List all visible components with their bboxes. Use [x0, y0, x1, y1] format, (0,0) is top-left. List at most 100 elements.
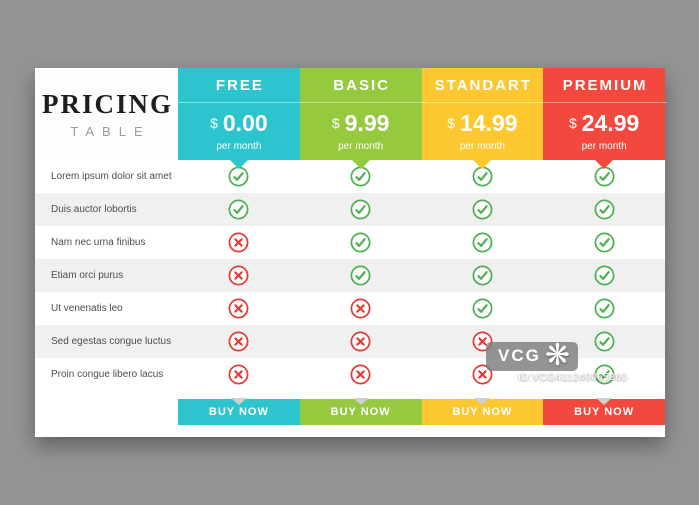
currency-symbol: $ [568, 115, 577, 131]
footer-cell: BUY NOW [421, 391, 544, 437]
availability-cell [422, 259, 544, 292]
footer-cell: BUY NOW [178, 391, 300, 437]
plan-header-standart: STANDART $14.99 per month [421, 68, 546, 169]
check-icon [594, 331, 615, 352]
plan-name: PREMIUM [543, 77, 667, 103]
plan-period: per month [581, 141, 627, 152]
availability-cell [178, 292, 300, 325]
cross-icon [228, 232, 249, 253]
check-icon [472, 232, 493, 253]
footer-arrow-down-icon [230, 398, 247, 405]
check-icon [594, 265, 615, 286]
check-icon [350, 199, 371, 220]
plan-period: per month [216, 141, 262, 152]
table-body: Lorem ipsum dolor sit amet Duis auctor lo… [35, 160, 665, 391]
footer-arrow-down-icon [474, 398, 491, 405]
availability-cell [178, 358, 300, 391]
feature-row: Ut venenatis leo [35, 292, 665, 325]
feature-label: Proin congue libero lacus [51, 369, 164, 380]
availability-cell [300, 325, 422, 358]
header-arrow-down-icon [229, 160, 248, 169]
check-icon [228, 199, 249, 220]
currency-symbol: $ [210, 115, 218, 131]
footer-arrow-down-icon [352, 398, 369, 405]
availability-cell [178, 259, 300, 292]
vcg-logo-text: VCG [498, 346, 541, 365]
check-icon [350, 232, 371, 253]
check-icon [594, 298, 615, 319]
plan-period: per month [459, 141, 505, 152]
check-icon [594, 166, 615, 187]
cross-icon [350, 298, 371, 319]
table-title: PRICING [41, 89, 173, 119]
plan-name: STANDART [421, 77, 546, 103]
header-arrow-down-icon [351, 160, 370, 169]
vcg-star-icon: ❋ [544, 339, 570, 372]
currency-symbol: $ [331, 115, 340, 131]
header-row: PRICING TABLE FREE $0.00 per month BASIC $9.… [35, 68, 667, 169]
plan-price: $9.99 [300, 112, 422, 135]
feature-label: Nam nec urna finibus [51, 237, 146, 248]
currency-symbol: $ [447, 115, 455, 131]
price-amount: 0.00 [222, 110, 268, 136]
price-amount: 14.99 [459, 110, 518, 136]
check-icon [350, 265, 371, 286]
cross-icon [350, 331, 371, 352]
table-subtitle: TABLE [70, 124, 151, 139]
availability-cell [543, 358, 665, 391]
availability-cell [300, 226, 422, 259]
cross-icon [228, 331, 249, 352]
feature-label: Etiam orci purus [51, 270, 124, 281]
cross-icon [350, 364, 371, 385]
price-amount: 9.99 [344, 110, 390, 136]
check-icon [472, 298, 493, 319]
plan-header-free: FREE $0.00 per month [178, 68, 302, 169]
footer-arrow-down-icon [596, 398, 613, 405]
check-icon [228, 166, 249, 187]
footer-cell: BUY NOW [543, 391, 665, 437]
feature-row: Proin congue libero lacus [35, 358, 665, 391]
check-icon [594, 364, 615, 385]
pricing-card: PRICING TABLE FREE $0.00 per month BASIC $9.… [35, 68, 667, 437]
plan-price: $0.00 [178, 112, 300, 135]
header-arrow-down-icon [473, 160, 492, 169]
feature-row: Lorem ipsum dolor sit amet [35, 160, 665, 193]
availability-cell [300, 292, 422, 325]
plan-header-basic: BASIC $9.99 per month [299, 68, 424, 169]
feature-label: Ut venenatis leo [51, 303, 123, 314]
plan-name: FREE [178, 77, 302, 103]
availability-cell [543, 193, 665, 226]
check-icon [472, 199, 493, 220]
check-icon [472, 166, 493, 187]
availability-cell [543, 259, 665, 292]
vcg-logo-box: VCG ❋ [486, 339, 578, 372]
check-icon [594, 199, 615, 220]
feature-label: Sed egestas congue luctus [51, 336, 172, 347]
availability-cell [178, 193, 300, 226]
availability-cell [178, 325, 300, 358]
cross-icon [228, 265, 249, 286]
availability-cell [422, 292, 544, 325]
watermark-id-text: ID:VCG411240065960 [518, 372, 628, 383]
feature-label: Duis auctor lobortis [51, 204, 137, 215]
buy-now-button-free[interactable]: BUY NOW [178, 399, 300, 425]
cross-icon [228, 298, 249, 319]
availability-cell [300, 193, 422, 226]
title-block: PRICING TABLE [35, 68, 178, 160]
availability-cell [543, 226, 665, 259]
availability-cell [178, 226, 300, 259]
availability-cell [300, 259, 422, 292]
footer-cell: BUY NOW [299, 391, 422, 437]
check-icon [350, 166, 371, 187]
feature-label: Lorem ipsum dolor sit amet [51, 171, 172, 182]
table-footer: BUY NOW BUY NOW BUY NOW BUY NOW [35, 391, 665, 437]
plan-price: $24.99 [543, 112, 665, 135]
watermark-logo-row: VCG ❋ [486, 339, 627, 372]
footer-spacer [35, 391, 178, 437]
buy-now-button-standart[interactable]: BUY NOW [421, 399, 544, 425]
plan-period: per month [338, 141, 384, 152]
header-arrow-down-icon [595, 160, 614, 169]
feature-row: Duis auctor lobortis [35, 193, 665, 226]
availability-cell [178, 160, 300, 193]
feature-row: Etiam orci purus [35, 259, 665, 292]
